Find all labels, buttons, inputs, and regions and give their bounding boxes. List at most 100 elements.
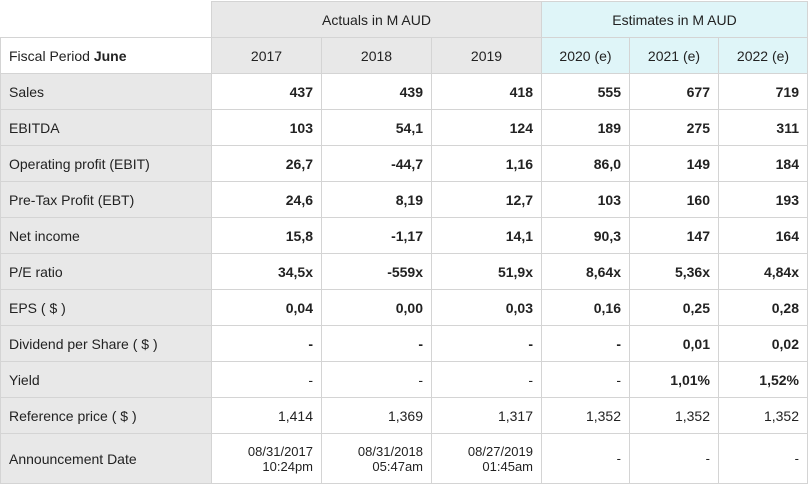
table-row: Pre-Tax Profit (EBT) 24,6 8,19 12,7 103 160 19…	[0, 181, 808, 218]
row-label: Sales	[0, 73, 212, 110]
value-cell: 103	[541, 181, 630, 218]
row-label: EBITDA	[0, 109, 212, 146]
value-cell: 34,5x	[211, 253, 322, 290]
header-blank-cell	[0, 1, 212, 38]
value-cell: 8,19	[321, 181, 432, 218]
table-row: Dividend per Share ( $ ) - - - -0,01 0,02	[0, 325, 808, 362]
row-label: Reference price ( $ )	[0, 397, 212, 434]
value-cell: 555	[541, 73, 630, 110]
value-cell: 677	[629, 73, 719, 110]
value-cell: 90,3	[541, 217, 630, 254]
value-cell: 5,36x	[629, 253, 719, 290]
value-cell: -	[211, 361, 322, 398]
value-cell: 54,1	[321, 109, 432, 146]
table-row: EBITDA 103 54,1 124 189 275 311	[0, 109, 808, 146]
row-label: Pre-Tax Profit (EBT)	[0, 181, 212, 218]
announcement-date: -	[705, 451, 710, 466]
value-cell: -	[321, 325, 432, 362]
value-cell: 0,00	[321, 289, 432, 326]
row-label-announcement-date: Announcement Date	[0, 433, 212, 484]
year-header: 2017	[211, 37, 322, 74]
announcement-date-cell: 08/27/2019 01:45am	[431, 433, 542, 484]
fiscal-period-prefix: Fiscal Period	[9, 47, 90, 64]
value-cell: 149	[629, 145, 719, 182]
fiscal-period-month: June	[93, 47, 127, 64]
announcement-date: -	[616, 451, 621, 466]
value-cell: 0,28	[718, 289, 808, 326]
value-cell: 26,7	[211, 145, 322, 182]
row-label: Net income	[0, 217, 212, 254]
value-cell: -	[431, 325, 542, 362]
value-cell: 311	[718, 109, 808, 146]
announcement-date: 08/31/2017	[247, 443, 313, 459]
announcement-time: 01:45am	[482, 458, 533, 474]
value-cell: 0,25	[629, 289, 719, 326]
value-cell: 14,1	[431, 217, 542, 254]
announcement-date-cell: 08/31/2017 10:24pm	[211, 433, 322, 484]
announcement-date-cell: 08/31/2018 05:47am	[321, 433, 432, 484]
value-cell: 12,7	[431, 181, 542, 218]
table-row: Sales 437 439 418 555 677 719	[0, 73, 808, 110]
value-cell: 0,16	[541, 289, 630, 326]
value-cell: 1,317	[431, 397, 542, 434]
value-cell: 4,84x	[718, 253, 808, 290]
value-cell: -	[321, 361, 432, 398]
table-row: Operating profit (EBIT) 26,7 -44,7 1,16 86,0…	[0, 145, 808, 182]
value-cell: 189	[541, 109, 630, 146]
value-cell: 719	[718, 73, 808, 110]
table-row: Net income 15,8 -1,17 14,1 90,3 147 164	[0, 217, 808, 254]
announcement-date: -	[794, 451, 799, 466]
value-cell: -	[541, 325, 630, 362]
value-cell: -559x	[321, 253, 432, 290]
value-cell: 437	[211, 73, 322, 110]
value-cell: 1,369	[321, 397, 432, 434]
value-cell: -	[431, 361, 542, 398]
row-label: Yield	[0, 361, 212, 398]
actuals-group-header: Actuals in M AUD	[211, 1, 542, 38]
value-cell: 1,01%	[629, 361, 719, 398]
value-cell: 86,0	[541, 145, 630, 182]
year-header: 2021 (e)	[629, 37, 719, 74]
announcement-date-cell: -	[541, 433, 630, 484]
value-cell: 24,6	[211, 181, 322, 218]
value-cell: 275	[629, 109, 719, 146]
value-cell: 193	[718, 181, 808, 218]
announcement-date-cell: -	[718, 433, 808, 484]
table-row: Reference price ( $ ) 1,414 1,369 1,317 1,35…	[0, 397, 808, 434]
table-row: EPS ( $ ) 0,04 0,00 0,03 0,16 0,25 0,28	[0, 289, 808, 326]
value-cell: 15,8	[211, 217, 322, 254]
value-cell: -1,17	[321, 217, 432, 254]
value-cell: 0,01	[629, 325, 719, 362]
value-cell: 1,16	[431, 145, 542, 182]
year-header: 2020 (e)	[541, 37, 630, 74]
value-cell: 164	[718, 217, 808, 254]
value-cell: -	[211, 325, 322, 362]
row-label: Dividend per Share ( $ )	[0, 325, 212, 362]
estimates-group-header: Estimates in M AUD	[541, 1, 808, 38]
announcement-time: 10:24pm	[262, 458, 313, 474]
table-row: P/E ratio 34,5x -559x 51,9x 8,64x 5,36x 4,84x	[0, 253, 808, 290]
value-cell: 1,352	[541, 397, 630, 434]
value-cell: 1,352	[629, 397, 719, 434]
value-cell: 1,352	[718, 397, 808, 434]
row-label: P/E ratio	[0, 253, 212, 290]
value-cell: 124	[431, 109, 542, 146]
announcement-date-cell: -	[629, 433, 719, 484]
value-cell: 0,03	[431, 289, 542, 326]
value-cell: -	[541, 361, 630, 398]
value-cell: 418	[431, 73, 542, 110]
value-cell: 160	[629, 181, 719, 218]
value-cell: 184	[718, 145, 808, 182]
fiscal-period-header: Fiscal Period June	[0, 37, 212, 74]
value-cell: 103	[211, 109, 322, 146]
value-cell: 1,414	[211, 397, 322, 434]
year-header: 2022 (e)	[718, 37, 808, 74]
row-label: EPS ( $ )	[0, 289, 212, 326]
value-cell: 0,02	[718, 325, 808, 362]
announcement-time: 05:47am	[372, 458, 423, 474]
value-cell: 147	[629, 217, 719, 254]
announcement-date: 08/31/2018	[357, 443, 423, 459]
value-cell: 439	[321, 73, 432, 110]
value-cell: 51,9x	[431, 253, 542, 290]
